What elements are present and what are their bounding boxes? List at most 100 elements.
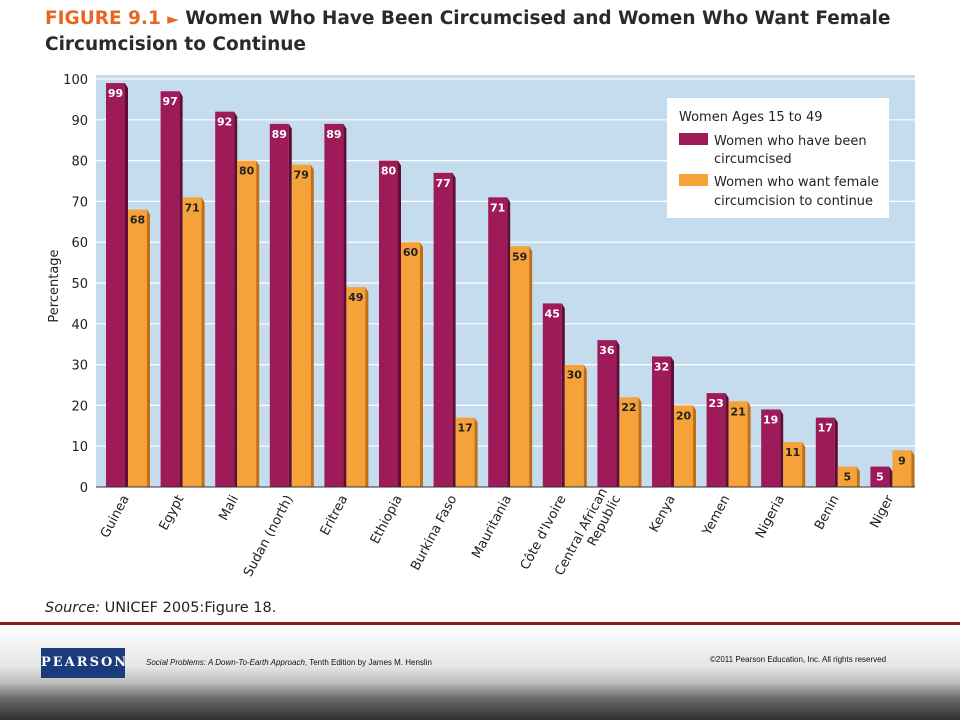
x-tick-label: Benin [812, 493, 843, 533]
bar-want-continue: 80 [237, 160, 260, 487]
bar-value-label: 23 [708, 397, 723, 410]
bar-face [619, 397, 639, 487]
bar-side [747, 401, 751, 487]
bar-face [815, 417, 835, 487]
bar-value-label: 71 [184, 201, 199, 214]
x-tick-label: Niger [868, 492, 898, 530]
bar-circumcised: 80 [379, 160, 401, 487]
bar-side [256, 160, 260, 487]
bar-value-label: 97 [162, 95, 177, 108]
bar-series: 99 97 92 89 89 80 77 71 45 36 32 23 19 17 5 68 71 80 79 49 6… [106, 83, 915, 488]
y-tick-label: 30 [71, 359, 88, 374]
bar-want-continue: 21 [728, 401, 751, 487]
legend-box [667, 98, 889, 218]
bar-face [674, 405, 693, 487]
legend-label-circumcised-line2: circumcised [714, 152, 792, 167]
x-tick-label-line: Eritrea [318, 493, 352, 538]
legend-swatch-circumcised [679, 133, 708, 145]
legend-label-want-continue-line1: Women who want female [714, 175, 879, 190]
bar-side [288, 123, 292, 487]
bar-value-label: 17 [818, 422, 833, 435]
bar-value-label: 21 [730, 405, 745, 418]
bar-circumcised: 89 [269, 123, 292, 487]
bar-face [346, 287, 366, 487]
bar-circumcised: 23 [706, 393, 729, 487]
x-tick-label: Eritrea [318, 493, 352, 538]
source-text: UNICEF 2005:Figure 18. [104, 600, 277, 616]
bar-side [365, 287, 369, 487]
x-tick-label: Ethiopia [368, 493, 406, 547]
bar-value-label: 99 [108, 87, 123, 100]
bar-want-continue: 30 [564, 364, 587, 487]
footer: PEARSON Social Problems: A Down-To-Earth… [0, 622, 960, 720]
bar-value-label: 77 [435, 177, 450, 190]
bar-side [583, 364, 587, 487]
bar-face [182, 197, 202, 487]
x-tick-label-line: Nigeria [753, 493, 788, 541]
bar-want-continue: 59 [510, 246, 533, 487]
pearson-logo: PEARSON [41, 648, 126, 678]
bar-circumcised: 92 [215, 111, 238, 487]
x-tick-label: Mauritania [469, 493, 515, 561]
bar-circumcised: 32 [652, 356, 674, 487]
bar-value-label: 89 [272, 128, 287, 141]
x-tick-label-line: Benin [812, 493, 843, 533]
legend-label-circumcised-line1: Women who have been [714, 134, 867, 149]
bar-want-continue: 9 [892, 450, 915, 487]
bar-value-label: 80 [381, 165, 397, 178]
bar-want-continue: 11 [783, 442, 806, 487]
bar-value-label: 11 [785, 446, 800, 459]
bar-circumcised: 89 [324, 123, 347, 487]
x-axis-labels: Guinea Egypt Mali Sudan (north) Eritrea Ethio… [98, 486, 898, 580]
y-tick-label: 0 [80, 481, 88, 496]
bar-face [160, 91, 180, 488]
bar-want-continue: 68 [128, 209, 150, 487]
bar-face [106, 83, 125, 487]
bar-value-label: 71 [490, 201, 505, 214]
bar-value-label: 36 [599, 344, 615, 357]
bar-want-continue: 17 [455, 417, 478, 487]
x-tick-label-line: Yemen [699, 493, 733, 539]
bar-circumcised: 45 [542, 303, 565, 487]
bar-side [638, 397, 642, 487]
x-tick-label-line: Mauritania [469, 493, 515, 561]
bar-side [398, 160, 401, 487]
y-tick-label: 20 [71, 399, 88, 414]
figure-title-text: Women Who Have Been Circumcised and Wome… [45, 8, 891, 55]
y-tick-label: 70 [71, 195, 88, 210]
figure-title: FIGURE 9.1 ► Women Who Have Been Circumc… [45, 6, 925, 58]
bar-face [597, 340, 617, 487]
bar-side [889, 466, 893, 487]
x-tick-label: Egypt [157, 493, 188, 533]
y-tick-label: 100 [63, 73, 88, 88]
bar-value-label: 89 [326, 128, 341, 141]
bar-value-label: 19 [763, 413, 778, 426]
book-credit: Social Problems: A Down-To-Earth Approac… [146, 658, 432, 667]
bar-circumcised: 19 [761, 409, 784, 487]
x-tick-label: Guinea [98, 493, 133, 541]
bar-face [837, 466, 857, 487]
bar-value-label: 60 [403, 246, 419, 259]
y-tick-label: 80 [71, 155, 88, 170]
bar-face [324, 123, 344, 487]
bar-side [147, 209, 150, 487]
bar-value-label: 45 [545, 307, 560, 320]
figure-number: FIGURE 9.1 [45, 8, 161, 29]
bar-value-label: 92 [217, 116, 232, 129]
bar-value-label: 5 [876, 471, 884, 484]
bar-face [783, 442, 803, 487]
bar-face [706, 393, 726, 487]
x-tick-label-line: Mali [216, 493, 242, 523]
bar-face [761, 409, 781, 487]
footer-divider [0, 622, 960, 625]
source-label: Source: [45, 600, 101, 616]
legend-title: Women Ages 15 to 49 [679, 110, 823, 125]
bar-want-continue: 22 [619, 397, 642, 487]
bar-face [291, 164, 311, 487]
x-tick-label: Yemen [699, 493, 733, 539]
book-title: Social Problems: A Down-To-Earth Approac… [146, 658, 305, 667]
bar-value-label: 79 [294, 169, 309, 182]
x-tick-label: Sudan (north) [241, 493, 297, 580]
bar-value-label: 20 [676, 409, 692, 422]
